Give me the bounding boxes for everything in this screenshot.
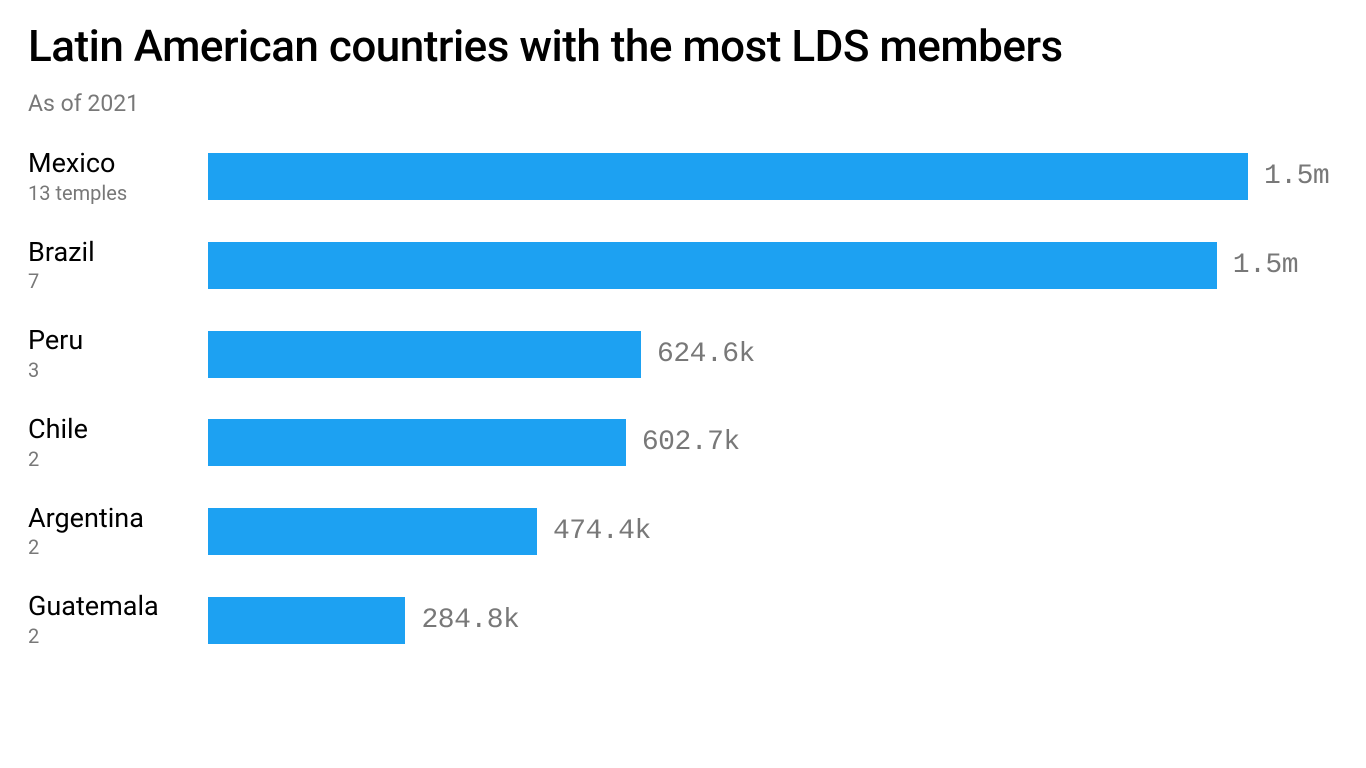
country-label: Brazil [28,238,208,268]
temples-label: 2 [28,624,208,648]
temples-label: 2 [28,535,208,559]
bar-container: 624.6k [208,331,1338,378]
bar [208,242,1217,289]
value-label: 474.4k [553,516,651,547]
bar-row: Mexico 13 temples 1.5m [28,149,1338,205]
value-label: 624.6k [657,339,755,370]
row-label: Peru 3 [28,326,208,382]
bar [208,597,405,644]
bar-container: 1.5m [208,153,1338,200]
bar-container: 284.8k [208,597,1338,644]
bar-chart: Mexico 13 temples 1.5m Brazil 7 1.5m Per… [28,149,1338,648]
country-label: Mexico [28,149,208,179]
country-label: Chile [28,415,208,445]
value-label: 1.5m [1233,250,1298,281]
bar-container: 1.5m [208,242,1338,289]
bar-row: Argentina 2 474.4k [28,504,1338,560]
bar-row: Brazil 7 1.5m [28,238,1338,294]
bar-row: Chile 2 602.7k [28,415,1338,471]
value-label: 1.5m [1264,161,1329,192]
country-label: Guatemala [28,592,208,622]
row-label: Argentina 2 [28,504,208,560]
temples-label: 7 [28,269,208,293]
bar [208,508,537,555]
country-label: Peru [28,326,208,356]
chart-subtitle: As of 2021 [28,90,1338,117]
value-label: 284.8k [421,605,519,636]
temples-label: 3 [28,358,208,382]
country-label: Argentina [28,504,208,534]
temples-label: 2 [28,447,208,471]
temples-label: 13 temples [28,181,208,205]
bar [208,153,1248,200]
chart-title: Latin American countries with the most L… [28,20,1338,72]
bar-container: 474.4k [208,508,1338,555]
row-label: Brazil 7 [28,238,208,294]
row-label: Chile 2 [28,415,208,471]
bar-row: Peru 3 624.6k [28,326,1338,382]
bar [208,331,641,378]
row-label: Mexico 13 temples [28,149,208,205]
bar [208,419,626,466]
row-label: Guatemala 2 [28,592,208,648]
bar-row: Guatemala 2 284.8k [28,592,1338,648]
value-label: 602.7k [642,427,740,458]
bar-container: 602.7k [208,419,1338,466]
